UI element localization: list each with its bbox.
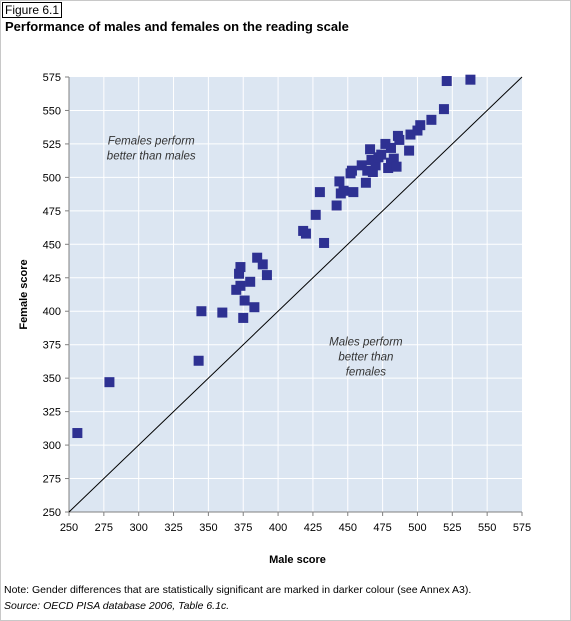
data-point (235, 262, 246, 273)
x-tick-label: 500 (408, 522, 426, 534)
data-point (362, 165, 373, 176)
data-point (394, 134, 405, 145)
data-point (465, 74, 476, 85)
y-tick-label: 450 (43, 239, 61, 251)
data-point (415, 120, 426, 131)
data-point (412, 125, 423, 136)
region-annotation-text: Females perform (108, 135, 195, 147)
chart-note: Note: Gender differences that are statis… (4, 584, 472, 596)
data-point (346, 165, 357, 176)
y-tick-label: 400 (43, 306, 61, 318)
region-annotation-text: better than males (107, 150, 196, 162)
chart-title: Performance of males and females on the … (5, 19, 349, 34)
data-point (338, 185, 349, 196)
data-point (380, 138, 391, 149)
data-point (376, 149, 387, 160)
y-tick-label: 250 (43, 507, 61, 519)
data-point (314, 187, 325, 198)
data-point (370, 160, 381, 171)
data-point (319, 237, 330, 248)
data-point (348, 187, 359, 198)
data-point (238, 312, 249, 323)
y-tick-label: 425 (43, 273, 61, 285)
x-tick-label: 475 (373, 522, 391, 534)
data-point (310, 209, 321, 220)
data-point (334, 176, 345, 187)
data-point (426, 114, 437, 125)
data-point (196, 306, 207, 317)
data-point (193, 355, 204, 366)
data-point (261, 270, 272, 281)
data-point (245, 276, 256, 287)
x-tick-label: 450 (339, 522, 357, 534)
data-point (217, 307, 228, 318)
y-tick-label: 500 (43, 172, 61, 184)
data-point (72, 428, 83, 439)
data-point (331, 200, 342, 211)
data-point (239, 295, 250, 306)
data-point (300, 228, 311, 239)
x-tick-label: 375 (234, 522, 252, 534)
y-tick-label: 575 (43, 72, 61, 84)
data-point (249, 302, 260, 313)
data-point (404, 145, 415, 156)
y-tick-label: 550 (43, 105, 61, 117)
x-tick-label: 350 (199, 522, 217, 534)
data-point (383, 163, 394, 174)
y-tick-label: 325 (43, 407, 61, 419)
data-point (360, 177, 371, 188)
x-tick-label: 575 (513, 522, 531, 534)
x-tick-label: 425 (304, 522, 322, 534)
data-point (234, 268, 245, 279)
data-point (438, 104, 449, 115)
x-axis-title: Male score (269, 554, 326, 566)
data-point (252, 252, 263, 263)
chart-source: Source: OECD PISA database 2006, Table 6… (4, 600, 230, 612)
y-tick-label: 475 (43, 206, 61, 218)
data-point (356, 160, 367, 171)
x-tick-label: 550 (478, 522, 496, 534)
data-point (365, 144, 376, 155)
data-point (367, 167, 378, 178)
y-tick-label: 525 (43, 139, 61, 151)
data-point (405, 129, 416, 140)
data-point (257, 259, 268, 270)
x-tick-label: 250 (60, 522, 78, 534)
data-point (385, 142, 396, 153)
x-tick-label: 400 (269, 522, 287, 534)
x-tick-label: 275 (95, 522, 113, 534)
data-point (235, 280, 246, 291)
y-tick-label: 300 (43, 440, 61, 452)
x-tick-label: 325 (164, 522, 182, 534)
x-tick-label: 300 (130, 522, 148, 534)
reference-line-y-equals-x (68, 76, 523, 513)
region-annotation-text: females (346, 367, 387, 379)
y-tick-label: 275 (43, 474, 61, 486)
data-point (366, 154, 377, 165)
data-point (388, 153, 399, 164)
data-point (391, 161, 402, 172)
y-tick-label: 350 (43, 373, 61, 385)
data-point (441, 76, 452, 87)
data-point (104, 377, 115, 388)
y-tick-label: 375 (43, 340, 61, 352)
y-axis-title: Female score (18, 259, 30, 329)
region-annotation-text: better than (338, 352, 393, 364)
region-annotation-text: Males perform (329, 337, 403, 349)
x-tick-label: 525 (443, 522, 461, 534)
figure-label: Figure 6.1 (2, 2, 63, 18)
